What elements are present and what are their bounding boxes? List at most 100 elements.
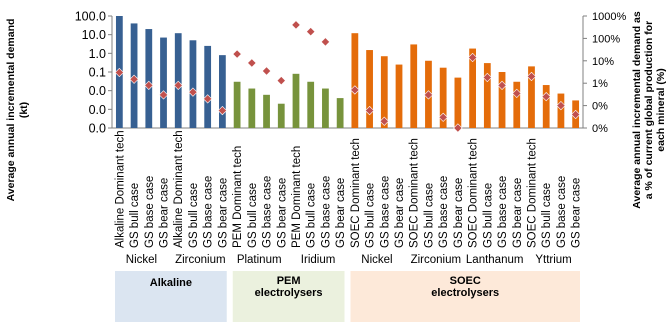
category-label: GS base case xyxy=(203,176,215,248)
category-label: SOEC Dominant tech xyxy=(468,138,480,248)
bar xyxy=(410,44,418,128)
marker xyxy=(217,105,228,116)
category-label: Alkaline Dominant tech xyxy=(114,130,126,248)
marker xyxy=(173,80,183,90)
category-label: GS bear case xyxy=(276,178,288,248)
left-tick-label: 10.0 xyxy=(82,28,106,42)
category-label: GS bull case xyxy=(541,183,553,248)
marker xyxy=(276,76,286,86)
marker xyxy=(512,88,522,99)
category-label: GS bull case xyxy=(247,183,259,248)
marker xyxy=(556,100,566,111)
category-label: GS bull case xyxy=(482,183,494,248)
right-tick-label: 1% xyxy=(592,78,608,90)
group-band-1 xyxy=(232,271,345,322)
bar xyxy=(277,103,285,128)
marker xyxy=(423,90,434,100)
bar xyxy=(454,77,462,128)
marker xyxy=(114,67,124,78)
y2-axis-title: Average annual incremental demand asa % … xyxy=(631,11,667,209)
marker xyxy=(482,72,492,83)
mineral-label: Nickel xyxy=(361,254,392,266)
group-label-1: PEM electrolysers xyxy=(255,275,323,299)
bar xyxy=(189,40,197,129)
category-label: GS base case xyxy=(556,176,568,248)
left-tick-label: 0.1 xyxy=(89,66,106,80)
mineral-labels: Nickel Zirconium Platinum Iridium Nickel Zirc… xyxy=(126,254,572,266)
marker xyxy=(453,123,463,133)
marker xyxy=(129,74,139,84)
category-label: SOEC Dominant tech xyxy=(409,138,421,248)
bar xyxy=(219,55,226,128)
mineral-label: Zirconium xyxy=(411,254,461,266)
y-axis-title: Average annual incremental demand(kt) xyxy=(5,19,30,202)
category-label: GS bull case xyxy=(423,183,435,248)
category-label: GS base case xyxy=(320,176,332,248)
right-tick-label: 10% xyxy=(592,56,614,68)
bar xyxy=(542,85,550,128)
marker xyxy=(158,90,169,100)
category-label: GS bear case xyxy=(217,178,229,248)
mineral-label: Lanthanum xyxy=(466,254,524,266)
marker xyxy=(541,92,551,102)
category-label: GS base case xyxy=(497,176,509,248)
category-label: GS base case xyxy=(438,176,450,248)
bar xyxy=(160,37,167,129)
category-label: GS bull case xyxy=(188,183,200,248)
marker xyxy=(306,27,316,37)
marker xyxy=(350,85,360,95)
category-label: GS bear case xyxy=(453,178,465,248)
left-tick-label: 0.0 xyxy=(89,103,106,117)
bar xyxy=(395,64,403,128)
category-label: SOEC Dominant tech xyxy=(526,138,538,248)
marker xyxy=(247,58,257,68)
group-band-0 xyxy=(115,271,227,322)
mineral-label: Iridium xyxy=(301,254,336,266)
bar xyxy=(528,66,535,128)
bar xyxy=(513,81,521,128)
bar xyxy=(263,94,270,128)
category-labels: Alkaline Dominant tech GS bull case GS bas… xyxy=(114,130,582,248)
group-band-2 xyxy=(350,271,580,322)
category-label: GS bull case xyxy=(129,183,141,248)
marker xyxy=(364,105,375,116)
axes: 100.0 10.0 1.0 0.1 0.0 0.0 0.0 1000% 100% 10% 1% 0%… xyxy=(75,10,627,136)
category-label: GS bear case xyxy=(335,178,347,248)
group-label-2: SOEC electrolysers xyxy=(431,275,499,299)
mineral-label: Platinum xyxy=(237,254,282,266)
category-label: GS bear case xyxy=(571,178,583,248)
category-label: GS bull case xyxy=(306,183,318,248)
bar xyxy=(557,93,565,128)
right-tick-label: 0% xyxy=(592,123,608,135)
category-label: GS base case xyxy=(144,176,156,248)
category-label: Alkaline Dominant tech xyxy=(173,130,185,248)
category-label: GS bull case xyxy=(365,183,377,248)
category-label: SOEC Dominant tech xyxy=(350,138,362,248)
left-tick-label: 1.0 xyxy=(89,47,106,61)
mineral-label: Zirconium xyxy=(175,254,225,266)
right-tick-label: 1000% xyxy=(592,11,626,23)
category-label: GS bear case xyxy=(159,178,171,248)
bar xyxy=(322,88,329,128)
category-label: GS base case xyxy=(262,176,274,248)
right-tick-label: 0% xyxy=(592,101,608,113)
markers xyxy=(114,20,581,133)
bar xyxy=(292,73,300,128)
marker xyxy=(203,94,213,104)
mineral-label: Nickel xyxy=(126,254,157,266)
marker xyxy=(571,109,581,120)
marker xyxy=(526,71,537,82)
left-tick-label: 0.0 xyxy=(89,122,106,136)
marker xyxy=(379,116,389,126)
bar xyxy=(366,50,373,128)
bar xyxy=(469,48,476,128)
category-label: PEM Dominant tech xyxy=(291,146,303,248)
bar xyxy=(233,81,241,128)
category-label: GS bear case xyxy=(512,178,524,248)
group-bands: Alkaline PEM electrolysers SOEC electrolyser… xyxy=(115,271,580,322)
bar xyxy=(174,33,182,129)
marker xyxy=(232,49,242,59)
category-label: GS bear case xyxy=(394,178,406,248)
bar xyxy=(248,88,256,128)
